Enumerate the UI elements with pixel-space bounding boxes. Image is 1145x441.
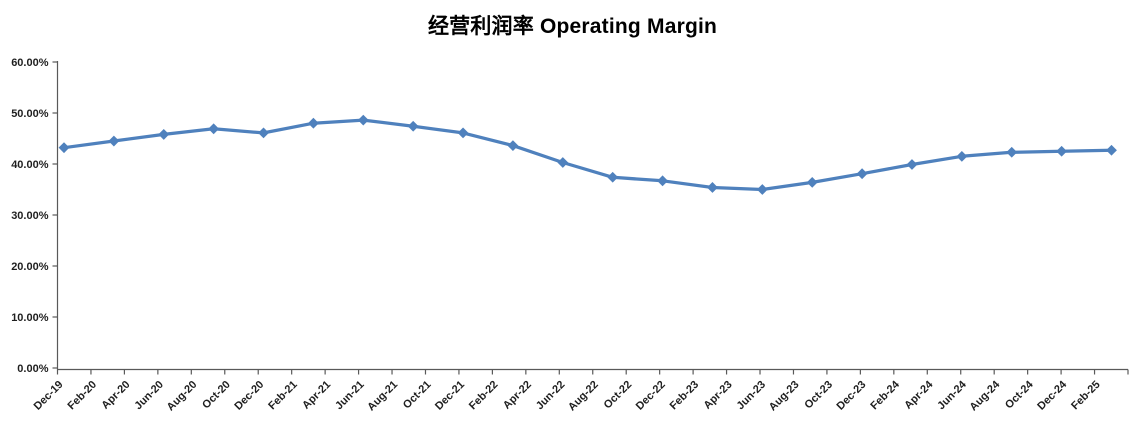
data-point-marker bbox=[108, 135, 120, 147]
x-tick-label: Aug-21 bbox=[365, 379, 400, 414]
x-tick-label: Aug-23 bbox=[767, 379, 802, 414]
data-point-marker bbox=[1106, 144, 1117, 156]
data-point-marker bbox=[1056, 145, 1068, 157]
data-point-marker bbox=[707, 182, 718, 193]
y-tick-label: 0.00% bbox=[17, 363, 48, 375]
x-tick-label: Feb-23 bbox=[668, 379, 702, 413]
x-tick-label: Jun-23 bbox=[735, 379, 769, 413]
data-point-marker bbox=[457, 127, 469, 139]
data-point-marker bbox=[258, 127, 269, 139]
x-tick-label: Oct-24 bbox=[1003, 378, 1036, 411]
x-tick-label: Apr-20 bbox=[99, 379, 132, 412]
chart-title: 经营利润率 Operating Margin bbox=[427, 15, 718, 38]
x-tick-label: Oct-21 bbox=[401, 379, 434, 412]
y-tick-label: 50.00% bbox=[11, 108, 49, 120]
data-point-marker bbox=[657, 175, 668, 187]
x-tick-label: Jun-24 bbox=[935, 378, 969, 412]
data-point-marker bbox=[806, 176, 818, 188]
x-tick-label: Oct-20 bbox=[200, 379, 233, 412]
x-tick-label: Apr-24 bbox=[902, 378, 936, 412]
x-tick-label: Dec-24 bbox=[1035, 378, 1070, 413]
data-point-marker bbox=[1006, 146, 1018, 158]
y-axis: 60.00% 50.00% 40.00% 30.00% 20.00% 10.00% 0.00… bbox=[11, 57, 59, 375]
x-tick-label: Aug-20 bbox=[165, 379, 200, 414]
data-point-marker bbox=[856, 168, 868, 180]
data-point-marker bbox=[357, 114, 369, 126]
x-tick-label: Feb-24 bbox=[868, 378, 902, 412]
y-tick-label: 10.00% bbox=[11, 312, 49, 324]
x-tick-label: Aug-22 bbox=[566, 379, 601, 414]
y-tick-label: 40.00% bbox=[11, 159, 49, 171]
data-point-marker bbox=[158, 129, 170, 140]
x-tick-label: Oct-22 bbox=[602, 379, 635, 412]
x-tick-label: Dec-21 bbox=[433, 379, 467, 413]
data-point-marker bbox=[308, 117, 319, 129]
data-point-marker bbox=[507, 140, 519, 152]
x-tick-label: Feb-21 bbox=[266, 379, 300, 413]
data-point-marker bbox=[58, 142, 70, 154]
data-point-marker bbox=[407, 120, 419, 132]
x-tick-label: Dec-22 bbox=[634, 379, 668, 413]
x-tick-label: Dec-23 bbox=[834, 379, 868, 413]
x-tick-label: Aug-24 bbox=[967, 378, 1002, 413]
x-tick-label: Dec-20 bbox=[232, 379, 266, 413]
data-point-marker bbox=[906, 159, 918, 170]
data-point-marker bbox=[756, 184, 768, 195]
x-tick-label: Apr-23 bbox=[702, 379, 735, 412]
y-tick-label: 30.00% bbox=[11, 210, 49, 222]
y-tick-label: 20.00% bbox=[11, 261, 49, 273]
data-point-marker bbox=[956, 150, 968, 162]
x-tick-label: Jun-22 bbox=[534, 379, 568, 413]
y-tick-label: 60.00% bbox=[11, 57, 49, 69]
data-point-marker bbox=[607, 171, 619, 183]
x-tick-label: Apr-22 bbox=[501, 379, 534, 412]
x-tick-label: Feb-25 bbox=[1069, 379, 1103, 413]
x-tick-label: Apr-21 bbox=[300, 379, 333, 412]
data-point-marker bbox=[557, 157, 569, 168]
series-operating-margin bbox=[58, 114, 1117, 195]
x-tick-label: Jun-20 bbox=[132, 379, 166, 413]
x-tick-label: Oct-23 bbox=[802, 379, 835, 412]
x-tick-label: Jun-21 bbox=[333, 379, 367, 413]
x-tick-label: Dec-19 bbox=[32, 379, 66, 413]
x-tick-label: Feb-20 bbox=[66, 379, 100, 413]
x-tick-label: Feb-22 bbox=[467, 379, 501, 413]
data-point-marker bbox=[208, 123, 220, 135]
series-line bbox=[62, 118, 1114, 192]
